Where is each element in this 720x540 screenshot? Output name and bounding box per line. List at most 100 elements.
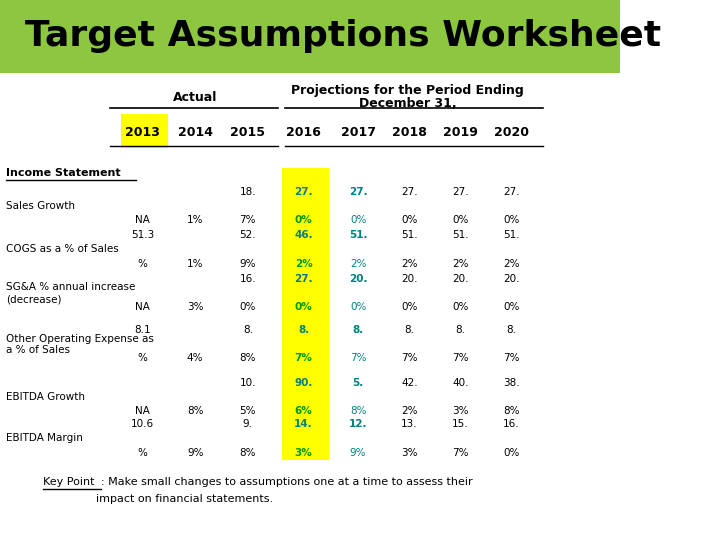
Text: December 31,: December 31, [359, 97, 456, 110]
Text: 15.: 15. [452, 420, 469, 429]
Text: 2%: 2% [401, 406, 418, 416]
Text: Other Operating Expense as: Other Operating Expense as [6, 334, 154, 343]
Text: 20.: 20. [349, 274, 367, 284]
Text: 2%: 2% [452, 259, 469, 268]
Text: 38.: 38. [503, 378, 519, 388]
Text: 2013: 2013 [125, 126, 160, 139]
Text: 0%: 0% [294, 215, 312, 225]
Text: Actual: Actual [173, 91, 217, 104]
Text: 2%: 2% [350, 259, 366, 268]
Text: 8.: 8. [298, 325, 309, 335]
Text: 52.: 52. [240, 231, 256, 240]
Text: 8.1: 8.1 [134, 325, 150, 335]
Text: 0%: 0% [401, 215, 418, 225]
Text: 18.: 18. [240, 187, 256, 197]
Text: : Make small changes to assumptions one at a time to assess their: : Make small changes to assumptions one … [101, 477, 472, 487]
Text: 16.: 16. [240, 274, 256, 284]
Text: %: % [138, 259, 148, 268]
Text: SG&A % annual increase: SG&A % annual increase [6, 282, 135, 292]
Text: impact on financial statements.: impact on financial statements. [96, 494, 273, 504]
Text: 1%: 1% [187, 215, 204, 225]
Text: 5.: 5. [353, 378, 364, 388]
Text: Projections for the Period Ending: Projections for the Period Ending [291, 84, 523, 97]
Text: 2016: 2016 [286, 126, 321, 139]
FancyBboxPatch shape [282, 168, 328, 460]
Text: 40.: 40. [452, 378, 469, 388]
Text: 2014: 2014 [178, 126, 212, 139]
Text: 3%: 3% [187, 302, 204, 312]
Text: 7%: 7% [452, 353, 469, 363]
Text: 2%: 2% [294, 259, 312, 268]
Text: 2%: 2% [401, 259, 418, 268]
Text: 0%: 0% [503, 448, 519, 457]
Text: NA: NA [135, 302, 150, 312]
Text: 3%: 3% [452, 406, 469, 416]
Text: 2020: 2020 [494, 126, 528, 139]
Text: 16.: 16. [503, 420, 519, 429]
Text: 2019: 2019 [443, 126, 478, 139]
Text: 10.6: 10.6 [131, 420, 154, 429]
Text: 2018: 2018 [392, 126, 427, 139]
Text: 10.: 10. [240, 378, 256, 388]
FancyBboxPatch shape [0, 0, 619, 73]
Text: 7%: 7% [503, 353, 519, 363]
Text: 0%: 0% [452, 215, 469, 225]
Text: 27.: 27. [294, 187, 313, 197]
Text: 51.: 51. [452, 231, 469, 240]
Text: 3%: 3% [294, 448, 312, 457]
Text: 0%: 0% [350, 302, 366, 312]
Text: 5%: 5% [240, 406, 256, 416]
Text: COGS as a % of Sales: COGS as a % of Sales [6, 245, 119, 254]
Text: NA: NA [135, 215, 150, 225]
Text: 0%: 0% [401, 302, 418, 312]
Text: 12.: 12. [349, 420, 367, 429]
Text: a % of Sales: a % of Sales [6, 346, 70, 355]
Text: 13.: 13. [401, 420, 418, 429]
Text: 42.: 42. [401, 378, 418, 388]
Text: 2017: 2017 [341, 126, 376, 139]
Text: %: % [138, 448, 148, 457]
Text: 1%: 1% [187, 259, 204, 268]
Text: 9%: 9% [187, 448, 204, 457]
Text: 8.: 8. [243, 325, 253, 335]
Text: NA: NA [135, 406, 150, 416]
Text: 20.: 20. [452, 274, 469, 284]
Text: 8.: 8. [405, 325, 415, 335]
Text: 27.: 27. [401, 187, 418, 197]
Text: 51.3: 51.3 [131, 231, 154, 240]
Text: 7%: 7% [294, 353, 312, 363]
Text: 27.: 27. [348, 187, 367, 197]
Text: 7%: 7% [401, 353, 418, 363]
Text: 0%: 0% [294, 302, 312, 312]
Text: 51.: 51. [349, 231, 367, 240]
Text: Income Statement: Income Statement [6, 168, 121, 178]
Text: 6%: 6% [294, 406, 312, 416]
Text: 27.: 27. [503, 187, 519, 197]
Text: 0%: 0% [503, 302, 519, 312]
Text: 8.: 8. [353, 325, 364, 335]
Text: 2015: 2015 [230, 126, 266, 139]
Text: 8%: 8% [187, 406, 204, 416]
Text: 2%: 2% [503, 259, 519, 268]
Text: 8.: 8. [506, 325, 516, 335]
Text: 51.: 51. [503, 231, 519, 240]
Text: 3%: 3% [401, 448, 418, 457]
Text: (decrease): (decrease) [6, 294, 62, 304]
Text: 9%: 9% [240, 259, 256, 268]
Text: 14.: 14. [294, 420, 313, 429]
Text: 9%: 9% [350, 448, 366, 457]
Text: EBITDA Growth: EBITDA Growth [6, 392, 85, 402]
Text: 27.: 27. [452, 187, 469, 197]
Text: %: % [138, 353, 148, 363]
Text: 7%: 7% [240, 215, 256, 225]
Text: Key Point: Key Point [43, 477, 95, 487]
Text: 90.: 90. [294, 378, 312, 388]
Text: 4%: 4% [187, 353, 204, 363]
Text: EBITDA Margin: EBITDA Margin [6, 434, 83, 443]
Text: 0%: 0% [503, 215, 519, 225]
Text: 7%: 7% [350, 353, 366, 363]
Text: 8%: 8% [350, 406, 366, 416]
Text: 9.: 9. [243, 420, 253, 429]
Text: 51.: 51. [401, 231, 418, 240]
Text: 0%: 0% [350, 215, 366, 225]
